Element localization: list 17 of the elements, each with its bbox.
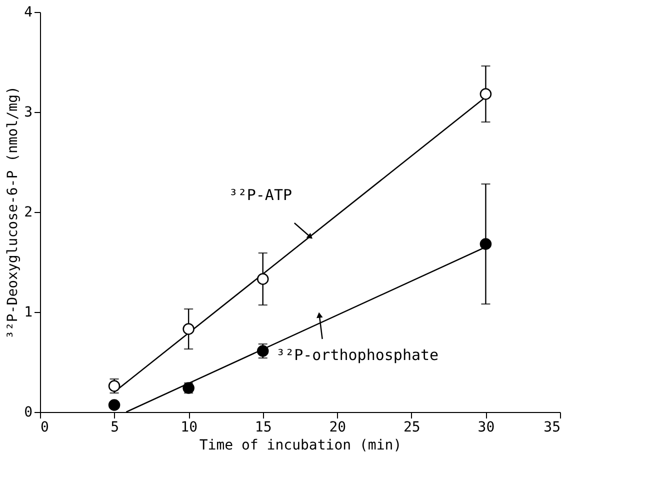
annotation: ³²P-ATP [228, 186, 292, 204]
y-tick-label: 0 [24, 404, 32, 420]
x-tick-label: 5 [110, 420, 120, 436]
x-tick-label: 0 [40, 420, 49, 436]
x-tick-label: 20 [329, 420, 346, 436]
x-tick-label: 25 [404, 420, 420, 436]
y-tick-label: 1 [24, 304, 32, 320]
y-tick-label: 3 [24, 104, 32, 120]
x-tick-label: 35 [544, 420, 560, 436]
x-axis-title: Time of incubation (min) [199, 438, 402, 454]
x-tick-label: 30 [478, 420, 495, 436]
y-tick-label: 4 [24, 4, 32, 20]
annotation: ³²P-orthophosphate [276, 346, 439, 364]
y-axis-title: ³²P-Deoxyglucose-6-P (nmol/mg) [5, 86, 22, 339]
x-tick-label: 10 [180, 420, 198, 436]
x-tick-label: 15 [254, 420, 272, 436]
y-tick-label: 2 [24, 204, 32, 220]
